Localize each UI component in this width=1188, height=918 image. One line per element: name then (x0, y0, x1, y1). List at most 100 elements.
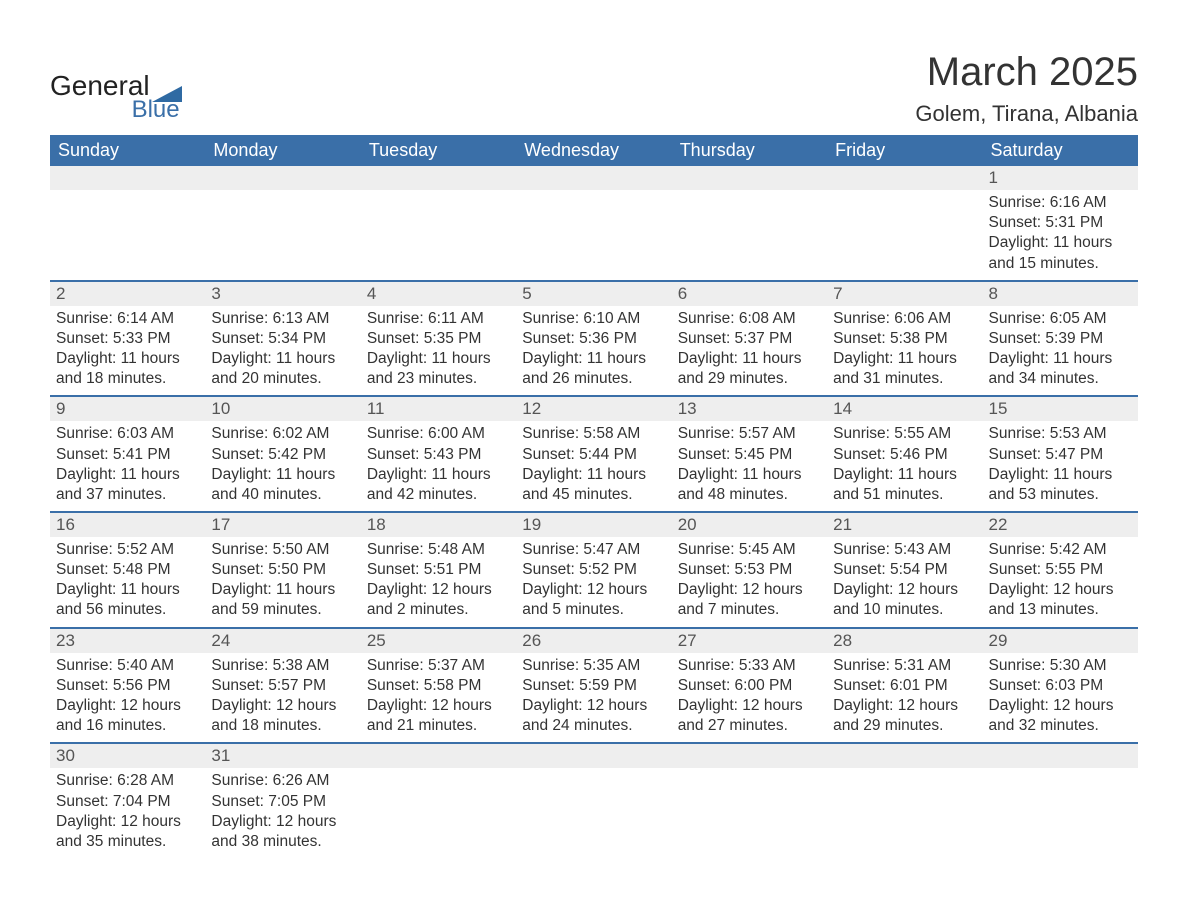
sunrise-text: Sunrise: 5:52 AM (56, 540, 199, 560)
day-detail-cell: Sunrise: 5:35 AMSunset: 5:59 PMDaylight:… (516, 653, 671, 744)
daylight-text: Daylight: 12 hours and 18 minutes. (211, 696, 354, 736)
day-number-cell: 22 (983, 512, 1138, 537)
daylight-text: Daylight: 12 hours and 16 minutes. (56, 696, 199, 736)
day-number-cell: 24 (205, 628, 360, 653)
day-number-cell (50, 166, 205, 190)
day-detail-cell: Sunrise: 6:02 AMSunset: 5:42 PMDaylight:… (205, 421, 360, 512)
daylight-text: Daylight: 11 hours and 29 minutes. (678, 349, 821, 389)
day-detail-cell: Sunrise: 5:58 AMSunset: 5:44 PMDaylight:… (516, 421, 671, 512)
weekday-header: Friday (827, 135, 982, 166)
sunrise-text: Sunrise: 5:53 AM (989, 424, 1132, 444)
day-number-cell: 2 (50, 281, 205, 306)
daylight-text: Daylight: 11 hours and 42 minutes. (367, 465, 510, 505)
day-detail-cell: Sunrise: 6:26 AMSunset: 7:05 PMDaylight:… (205, 768, 360, 858)
day-detail-cell: Sunrise: 6:06 AMSunset: 5:38 PMDaylight:… (827, 306, 982, 397)
daylight-text: Daylight: 12 hours and 27 minutes. (678, 696, 821, 736)
day-number-cell: 23 (50, 628, 205, 653)
day-detail-cell: Sunrise: 6:08 AMSunset: 5:37 PMDaylight:… (672, 306, 827, 397)
day-number-cell (672, 166, 827, 190)
daylight-text: Daylight: 11 hours and 20 minutes. (211, 349, 354, 389)
daylight-text: Daylight: 12 hours and 24 minutes. (522, 696, 665, 736)
day-detail-cell: Sunrise: 6:00 AMSunset: 5:43 PMDaylight:… (361, 421, 516, 512)
day-detail-cell (672, 768, 827, 858)
sunset-text: Sunset: 5:54 PM (833, 560, 976, 580)
sunset-text: Sunset: 5:58 PM (367, 676, 510, 696)
day-number-cell (672, 743, 827, 768)
day-number-cell: 10 (205, 396, 360, 421)
day-detail-cell: Sunrise: 5:45 AMSunset: 5:53 PMDaylight:… (672, 537, 827, 628)
calendar-table: Sunday Monday Tuesday Wednesday Thursday… (50, 135, 1138, 858)
day-detail-cell: Sunrise: 6:03 AMSunset: 5:41 PMDaylight:… (50, 421, 205, 512)
daylight-text: Daylight: 11 hours and 23 minutes. (367, 349, 510, 389)
day-number-cell: 9 (50, 396, 205, 421)
day-detail-cell: Sunrise: 5:52 AMSunset: 5:48 PMDaylight:… (50, 537, 205, 628)
sunrise-text: Sunrise: 6:05 AM (989, 309, 1132, 329)
daylight-text: Daylight: 11 hours and 53 minutes. (989, 465, 1132, 505)
daynum-row: 1 (50, 166, 1138, 190)
day-detail-cell (827, 768, 982, 858)
day-number-cell: 28 (827, 628, 982, 653)
day-number-cell (205, 166, 360, 190)
sunset-text: Sunset: 5:48 PM (56, 560, 199, 580)
day-number-cell (361, 743, 516, 768)
weekday-header: Wednesday (516, 135, 671, 166)
sunset-text: Sunset: 5:44 PM (522, 445, 665, 465)
day-number-cell: 30 (50, 743, 205, 768)
daylight-text: Daylight: 11 hours and 45 minutes. (522, 465, 665, 505)
sunrise-text: Sunrise: 6:06 AM (833, 309, 976, 329)
day-number-cell: 14 (827, 396, 982, 421)
day-number-cell: 27 (672, 628, 827, 653)
day-number-cell (827, 166, 982, 190)
detail-row: Sunrise: 6:14 AMSunset: 5:33 PMDaylight:… (50, 306, 1138, 397)
sunrise-text: Sunrise: 5:50 AM (211, 540, 354, 560)
sunrise-text: Sunrise: 5:42 AM (989, 540, 1132, 560)
header: General Blue March 2025 Golem, Tirana, A… (50, 50, 1138, 127)
sunrise-text: Sunrise: 6:26 AM (211, 771, 354, 791)
weekday-header: Tuesday (361, 135, 516, 166)
weekday-header: Sunday (50, 135, 205, 166)
day-number-cell: 26 (516, 628, 671, 653)
day-number-cell: 7 (827, 281, 982, 306)
sunrise-text: Sunrise: 6:08 AM (678, 309, 821, 329)
daylight-text: Daylight: 12 hours and 35 minutes. (56, 812, 199, 852)
day-number-cell: 18 (361, 512, 516, 537)
title-block: March 2025 Golem, Tirana, Albania (915, 50, 1138, 127)
day-number-cell: 20 (672, 512, 827, 537)
sunrise-text: Sunrise: 5:37 AM (367, 656, 510, 676)
sunrise-text: Sunrise: 5:31 AM (833, 656, 976, 676)
sunset-text: Sunset: 5:45 PM (678, 445, 821, 465)
sunrise-text: Sunrise: 5:43 AM (833, 540, 976, 560)
day-detail-cell: Sunrise: 5:33 AMSunset: 6:00 PMDaylight:… (672, 653, 827, 744)
weekday-header-row: Sunday Monday Tuesday Wednesday Thursday… (50, 135, 1138, 166)
daylight-text: Daylight: 11 hours and 40 minutes. (211, 465, 354, 505)
sunset-text: Sunset: 5:37 PM (678, 329, 821, 349)
day-detail-cell: Sunrise: 6:28 AMSunset: 7:04 PMDaylight:… (50, 768, 205, 858)
sunset-text: Sunset: 5:36 PM (522, 329, 665, 349)
daynum-row: 16171819202122 (50, 512, 1138, 537)
sunrise-text: Sunrise: 6:00 AM (367, 424, 510, 444)
day-number-cell: 4 (361, 281, 516, 306)
sunset-text: Sunset: 5:59 PM (522, 676, 665, 696)
sunrise-text: Sunrise: 5:45 AM (678, 540, 821, 560)
sunset-text: Sunset: 5:35 PM (367, 329, 510, 349)
sunset-text: Sunset: 5:38 PM (833, 329, 976, 349)
sunrise-text: Sunrise: 6:11 AM (367, 309, 510, 329)
daynum-row: 3031 (50, 743, 1138, 768)
sunset-text: Sunset: 5:50 PM (211, 560, 354, 580)
weekday-header: Monday (205, 135, 360, 166)
daylight-text: Daylight: 11 hours and 18 minutes. (56, 349, 199, 389)
daylight-text: Daylight: 12 hours and 21 minutes. (367, 696, 510, 736)
day-number-cell: 3 (205, 281, 360, 306)
daylight-text: Daylight: 11 hours and 48 minutes. (678, 465, 821, 505)
daylight-text: Daylight: 11 hours and 56 minutes. (56, 580, 199, 620)
sunrise-text: Sunrise: 5:40 AM (56, 656, 199, 676)
day-number-cell: 25 (361, 628, 516, 653)
day-detail-cell: Sunrise: 5:50 AMSunset: 5:50 PMDaylight:… (205, 537, 360, 628)
day-detail-cell: Sunrise: 5:48 AMSunset: 5:51 PMDaylight:… (361, 537, 516, 628)
sunrise-text: Sunrise: 6:10 AM (522, 309, 665, 329)
day-number-cell (516, 166, 671, 190)
sunset-text: Sunset: 5:31 PM (989, 213, 1132, 233)
sunset-text: Sunset: 5:43 PM (367, 445, 510, 465)
day-detail-cell: Sunrise: 5:47 AMSunset: 5:52 PMDaylight:… (516, 537, 671, 628)
sunset-text: Sunset: 5:41 PM (56, 445, 199, 465)
